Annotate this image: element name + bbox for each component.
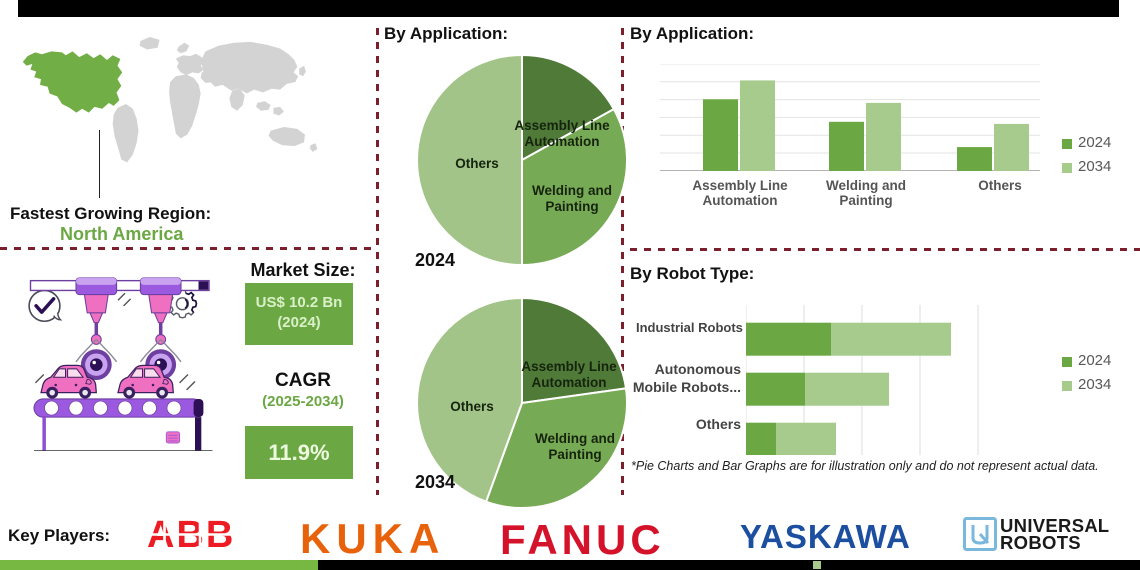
svg-text:Painting: Painting (548, 447, 601, 462)
svg-text:Others: Others (455, 156, 499, 171)
svg-text:Welding and: Welding and (532, 183, 612, 198)
svg-text:Painting: Painting (545, 199, 598, 214)
svg-text:Welding and: Welding and (535, 431, 615, 446)
svg-text:Automation: Automation (525, 134, 600, 149)
svg-text:Assembly Line: Assembly Line (521, 359, 617, 374)
svg-text:Others: Others (450, 399, 494, 414)
svg-text:Assembly Line: Assembly Line (514, 118, 610, 133)
svg-text:Automation: Automation (532, 375, 607, 390)
